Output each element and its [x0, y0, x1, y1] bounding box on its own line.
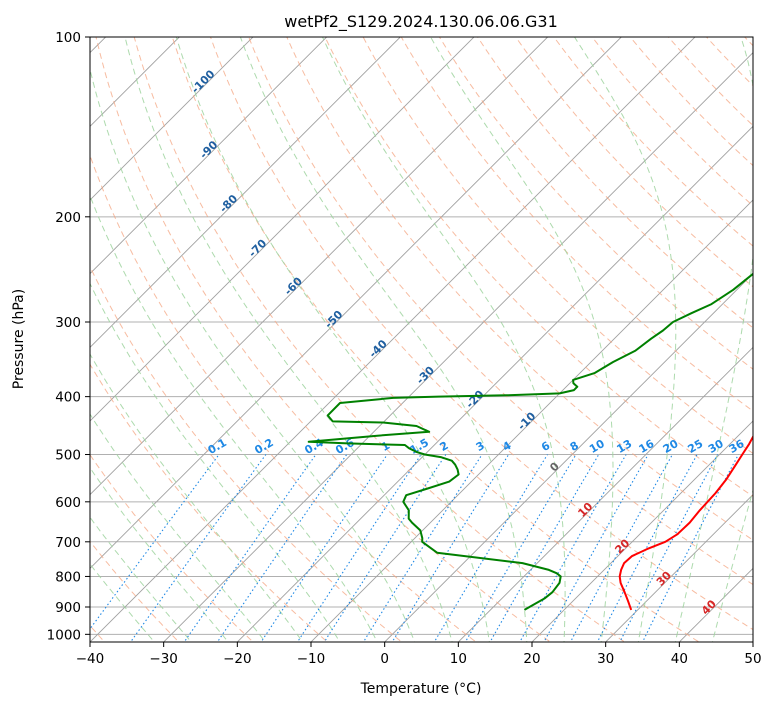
mixing-ratio-3	[362, 454, 483, 642]
dry-adiabat-50	[209, 37, 753, 631]
x-tick-label: 50	[744, 651, 761, 667]
x-tick-label: 40	[671, 651, 688, 667]
axis-ticks: −40 −30 −20 −10 0 10 20 30 40 50 100 200 300 400 500 60…	[47, 30, 762, 667]
chart-title: wetPf2_S129.2024.130.06.06.G31	[284, 12, 558, 32]
moist-adiabat--20	[90, 467, 229, 642]
mixing-ratio-2	[323, 454, 447, 642]
plot-frame	[89, 36, 754, 643]
y-tick-label: 700	[55, 535, 81, 551]
y-tick-label: 800	[55, 569, 81, 585]
y-tick-label: 900	[55, 600, 81, 616]
dry-adiabat-120	[477, 37, 753, 329]
moist-adiabat--15	[90, 413, 267, 642]
moist-adiabat--10	[90, 353, 304, 642]
mixing-ratio-8	[464, 454, 577, 642]
dry-adiabat--20	[90, 453, 254, 642]
mixing-ratio-1	[260, 454, 388, 642]
x-tick-label: −30	[149, 651, 178, 667]
mixing-ratio-1.5	[296, 454, 422, 642]
moist-adiabat-0	[90, 194, 378, 642]
moist-adiabat-35	[574, 37, 677, 642]
y-tick-label: 400	[55, 390, 81, 406]
y-tick-label: 200	[55, 210, 81, 226]
y-tick-label: 300	[55, 315, 81, 331]
dry-adiabat-80	[324, 37, 753, 498]
isotherm--10	[310, 199, 753, 642]
x-tick-label: 0	[380, 651, 389, 667]
dry-adiabat-110	[438, 37, 753, 370]
moist-adiabat-25	[322, 37, 566, 642]
dry-adiabat-30	[133, 37, 626, 642]
mixing-ratio-0.2	[129, 454, 267, 642]
dry-adiabat-100	[400, 37, 753, 412]
isotherm-20	[531, 420, 753, 642]
mixing-ratio-0.6	[216, 454, 348, 642]
isotherm--50	[90, 37, 622, 569]
moist-adiabat-20	[239, 37, 528, 642]
isotherm--100	[90, 37, 254, 201]
x-tick-label: 30	[597, 651, 614, 667]
dry-adiabat-10	[90, 154, 477, 642]
isotherm-30	[605, 494, 753, 642]
isotherm-0	[384, 273, 753, 642]
mixing-ratio-6	[433, 454, 548, 642]
dry-adiabat-40	[171, 37, 700, 642]
dry-adiabat-60	[248, 37, 753, 586]
moist-adiabat-5	[90, 67, 416, 642]
x-tick-label: −40	[76, 651, 105, 667]
isotherm--20	[236, 125, 753, 642]
isotherm--60	[90, 37, 549, 496]
temperature-line	[618, 322, 753, 611]
y-tick-label: 500	[55, 448, 81, 464]
isotherm--70	[90, 37, 475, 422]
y-tick-label: 1000	[47, 627, 81, 643]
moist-adiabat-30	[430, 37, 614, 642]
x-tick-label: −10	[297, 651, 326, 667]
mixing-ratio-0.1	[90, 454, 220, 630]
mixing-ratio-4	[391, 454, 510, 642]
x-axis-title: Temperature (°C)	[360, 681, 482, 697]
dry-adiabat-70	[286, 37, 753, 541]
background-lines	[90, 37, 753, 642]
mixing-ratio-20	[569, 454, 673, 642]
dry-adiabat-90	[362, 37, 753, 455]
dewpoint-line	[307, 272, 753, 611]
moist-adiabat-10	[124, 37, 453, 642]
dry-adiabat-20	[95, 37, 552, 642]
moist-adiabat--30	[90, 563, 156, 642]
x-tick-label: 20	[523, 651, 540, 667]
moist-adiabat--25	[90, 516, 192, 642]
mixing-ratio-30	[619, 454, 719, 642]
isotherm--90	[90, 37, 328, 275]
profile-lines	[307, 272, 753, 611]
y-tick-label: 600	[55, 495, 81, 511]
y-axis-title: Pressure (hPa)	[11, 289, 27, 389]
moist-adiabat-40	[674, 37, 753, 642]
dry-adiabat--10	[90, 363, 329, 642]
isotherm--30	[163, 52, 753, 642]
y-tick-label: 100	[55, 30, 81, 46]
isotherm--80	[90, 37, 401, 348]
moist-adiabat-15	[175, 37, 490, 642]
isotherm--40	[90, 37, 696, 642]
x-tick-label: −20	[223, 651, 252, 667]
mixing-ratio-25	[596, 454, 698, 642]
moist-adiabat--5	[90, 282, 341, 642]
x-tick-label: 10	[450, 651, 467, 667]
mixing-ratio-0.4	[183, 454, 317, 642]
